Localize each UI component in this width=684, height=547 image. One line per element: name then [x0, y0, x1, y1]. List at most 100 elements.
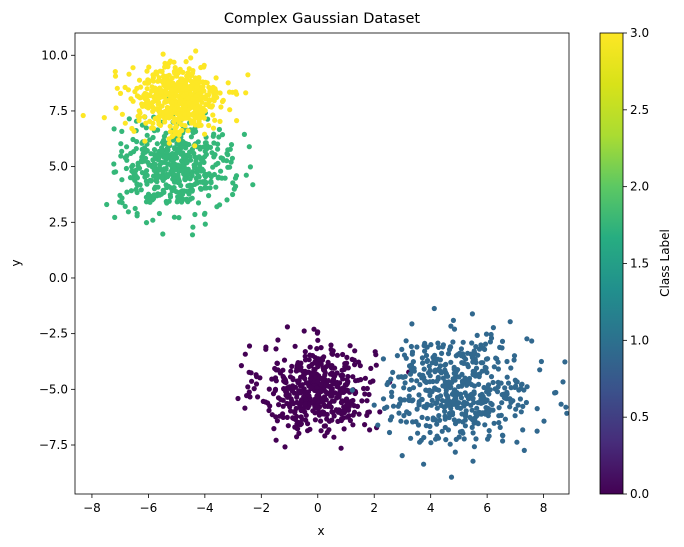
y-tick-label: −5.0 [39, 382, 68, 396]
scatter-point-class-1 [507, 319, 513, 325]
scatter-point-class-2 [202, 174, 209, 180]
scatter-point-class-2 [151, 161, 157, 167]
scatter-point-class-1 [442, 413, 448, 419]
scatter-point-class-3 [156, 78, 162, 84]
scatter-point-class-1 [469, 311, 475, 317]
scatter-point-class-3 [183, 59, 189, 65]
scatter-point-class-2 [186, 191, 192, 197]
scatter-point-class-2 [139, 146, 145, 152]
scatter-point-class-0 [288, 408, 294, 414]
scatter-point-class-0 [302, 349, 308, 355]
scatter-point-class-0 [292, 343, 298, 349]
scatter-point-class-2 [188, 134, 194, 140]
scatter-point-class-1 [423, 379, 429, 385]
scatter-point-class-1 [406, 393, 412, 399]
scatter-point-class-1 [428, 440, 434, 446]
scatter-point-class-1 [469, 424, 475, 430]
scatter-point-class-2 [157, 192, 163, 198]
colorbar-label: Class Label [658, 229, 672, 297]
scatter-point-class-1 [401, 413, 407, 419]
scatter-point-class-1 [423, 387, 429, 393]
scatter-point-class-0 [361, 385, 367, 392]
scatter-point-class-0 [322, 433, 328, 439]
scatter-point-class-1 [463, 408, 469, 414]
scatter-point-class-3 [218, 104, 224, 110]
scatter-point-class-2 [192, 211, 198, 218]
scatter-point-class-1 [500, 438, 506, 444]
x-tick-label: −8 [83, 501, 101, 515]
scatter-point-class-2 [111, 126, 117, 132]
scatter-point-class-1 [492, 386, 498, 392]
scatter-point-class-3 [212, 117, 218, 123]
scatter-point-class-2 [172, 145, 178, 151]
scatter-point-class-1 [465, 350, 471, 356]
scatter-point-class-2 [217, 202, 223, 208]
scatter-point-class-0 [249, 378, 255, 384]
scatter-point-class-0 [319, 357, 326, 363]
scatter-point-class-1 [396, 374, 402, 380]
scatter-point-class-2 [176, 215, 182, 221]
scatter-point-class-3 [160, 51, 166, 57]
scatter-point-class-0 [272, 386, 279, 392]
scatter-point-class-0 [340, 376, 346, 382]
scatter-point-class-1 [483, 365, 489, 371]
scatter-point-class-1 [451, 401, 457, 407]
scatter-point-class-1 [498, 380, 504, 386]
scatter-point-class-0 [248, 370, 254, 376]
scatter-point-class-0 [329, 417, 335, 423]
scatter-point-class-0 [312, 404, 318, 410]
scatter-point-class-0 [352, 348, 358, 354]
scatter-point-class-1 [349, 387, 355, 393]
scatter-point-class-1 [468, 392, 474, 398]
scatter-point-class-0 [299, 382, 305, 388]
scatter-point-class-1 [465, 380, 471, 386]
scatter-point-class-1 [431, 305, 437, 312]
scatter-point-class-0 [325, 359, 331, 365]
scatter-point-class-2 [230, 191, 236, 198]
scatter-point-class-3 [143, 120, 149, 126]
scatter-point-class-3 [149, 84, 155, 90]
scatter-point-class-1 [394, 353, 400, 359]
scatter-point-class-2 [247, 164, 253, 170]
scatter-point-class-3 [194, 84, 200, 90]
colorbar-axis: 0.0 0.5 1.0 1.5 2.0 2.5 3.0 [623, 26, 649, 501]
colorbar-tick-label: 0.5 [630, 410, 649, 424]
scatter-point-class-3 [166, 136, 172, 142]
scatter-point-class-1 [415, 430, 421, 436]
scatter-point-class-1 [484, 389, 490, 395]
scatter-point-class-0 [314, 346, 320, 352]
scatter-point-class-0 [338, 411, 345, 417]
scatter-point-class-1 [408, 343, 414, 350]
scatter-point-class-0 [323, 389, 329, 395]
scatter-point-class-3 [192, 143, 198, 149]
scatter-point-class-3 [202, 79, 209, 85]
scatter-point-class-3 [200, 84, 206, 90]
scatter-point-class-2 [202, 221, 208, 227]
scatter-point-class-1 [407, 371, 414, 377]
scatter-point-class-0 [339, 385, 346, 391]
scatter-point-class-3 [225, 80, 231, 86]
scatter-point-class-2 [180, 196, 186, 202]
y-tick-label: 10.0 [41, 48, 68, 62]
scatter-point-class-0 [344, 396, 350, 402]
scatter-point-class-1 [486, 409, 492, 415]
scatter-point-class-2 [192, 181, 198, 187]
scatter-point-class-1 [410, 419, 416, 425]
scatter-point-class-1 [495, 366, 501, 372]
scatter-point-class-3 [126, 71, 132, 77]
scatter-point-class-1 [447, 441, 453, 447]
scatter-point-class-0 [331, 434, 337, 440]
scatter-point-class-0 [367, 427, 373, 433]
scatter-point-class-0 [290, 401, 296, 407]
scatter-point-class-1 [518, 409, 524, 415]
scatter-point-class-1 [524, 336, 530, 342]
scatter-point-class-1 [478, 360, 484, 366]
scatter-point-class-3 [137, 95, 143, 101]
scatter-point-class-0 [373, 362, 379, 368]
scatter-point-class-1 [485, 436, 491, 442]
scatter-point-class-1 [434, 421, 440, 427]
scatter-point-class-1 [397, 396, 403, 402]
scatter-point-class-1 [517, 396, 524, 402]
y-tick-label: −2.5 [39, 327, 68, 341]
